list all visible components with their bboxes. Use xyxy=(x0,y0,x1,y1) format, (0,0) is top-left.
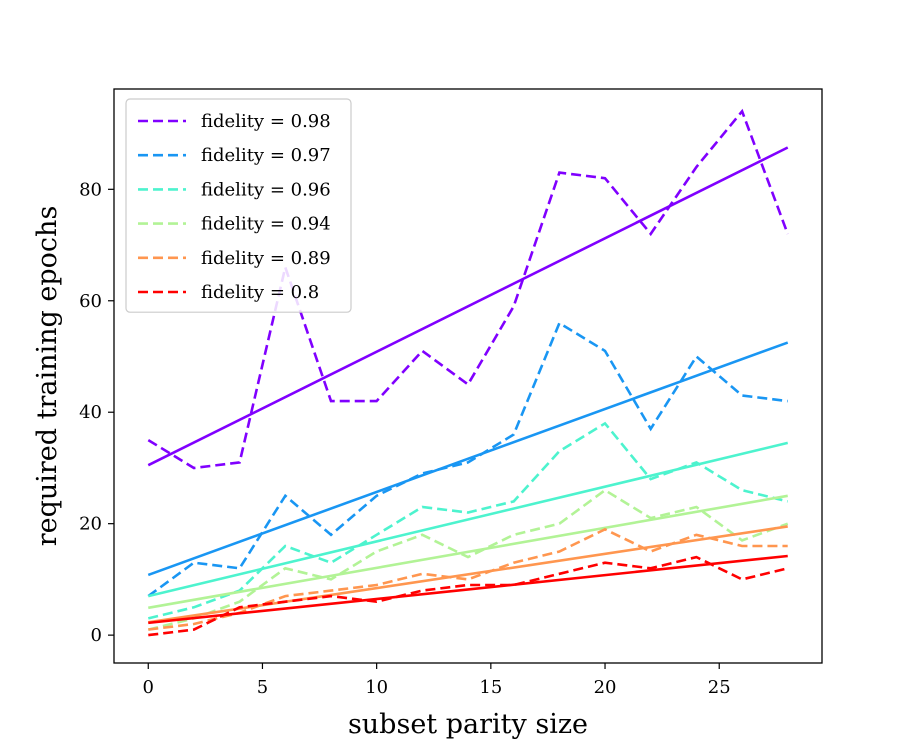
series-line-5 xyxy=(148,555,789,637)
y-axis-label: required training epochs xyxy=(32,206,63,547)
y-tick-label: 20 xyxy=(79,514,102,535)
y-tick-label: 80 xyxy=(79,179,102,200)
plot-frame xyxy=(113,88,823,664)
x-tick-label: 10 xyxy=(365,677,388,698)
x-tick-label: 25 xyxy=(708,677,731,698)
series-layer xyxy=(147,108,789,637)
x-tick-label: 20 xyxy=(594,677,617,698)
fit-line-2 xyxy=(147,441,789,598)
legend-label: fidelity = 0.8 xyxy=(201,282,319,303)
fit-line-1 xyxy=(147,341,789,577)
series-line-3 xyxy=(147,488,789,631)
x-tick-label: 15 xyxy=(479,677,502,698)
x-axis-label: subset parity size xyxy=(348,709,588,740)
legend: fidelity = 0.98 fidelity = 0.97 fidelity =… xyxy=(125,98,352,313)
y-tick-label: 0 xyxy=(91,625,102,646)
fit-line-5 xyxy=(148,554,788,625)
legend-label: fidelity = 0.98 xyxy=(201,111,331,132)
axes-layer: 0 5 10 15 20 25 0 20 40 60 80 xyxy=(79,179,731,698)
legend-label: fidelity = 0.96 xyxy=(201,179,331,200)
y-tick-label: 40 xyxy=(79,402,102,423)
x-tick-label: 0 xyxy=(143,677,154,698)
legend-label: fidelity = 0.94 xyxy=(201,214,331,235)
legend-box xyxy=(125,98,352,313)
y-tick-label: 60 xyxy=(79,291,102,312)
legend-label: fidelity = 0.89 xyxy=(201,248,331,269)
fit-line-0 xyxy=(147,146,789,467)
legend-label: fidelity = 0.97 xyxy=(201,145,331,166)
series-line-0 xyxy=(147,108,789,470)
x-tick-label: 5 xyxy=(257,677,268,698)
fit-line-3 xyxy=(148,494,788,610)
